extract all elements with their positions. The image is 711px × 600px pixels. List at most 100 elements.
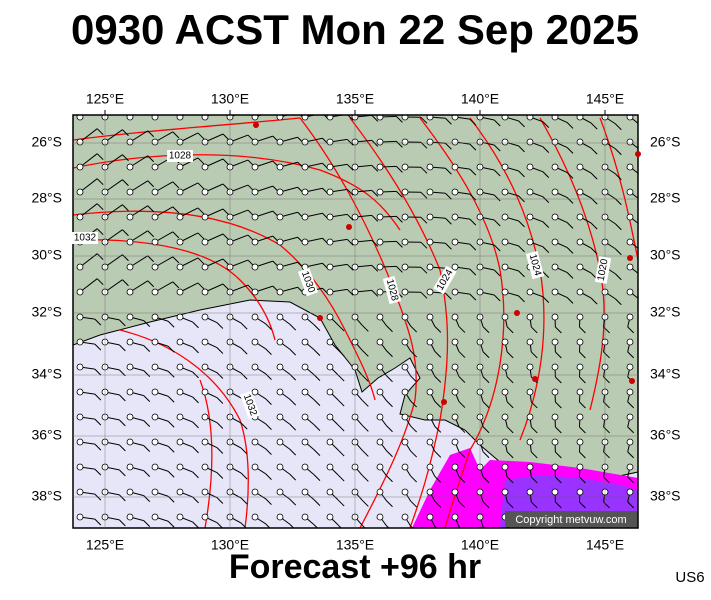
- barb-station: [576, 288, 584, 296]
- barb-flag: [482, 426, 490, 434]
- barb-flag: [143, 520, 151, 527]
- barb-flag: [469, 143, 477, 151]
- barb-flag: [445, 167, 452, 175]
- barb-flag: [222, 258, 230, 266]
- barb-station: [176, 138, 184, 146]
- barb-flag: [566, 297, 574, 304]
- barb-staff: [104, 254, 123, 268]
- barb-station: [551, 263, 559, 271]
- barb-station: [376, 238, 384, 246]
- barb-station: [151, 413, 159, 421]
- barb-flag: [172, 231, 180, 239]
- barb-flag: [614, 298, 622, 306]
- barb-flag: [167, 370, 175, 378]
- code: US6: [675, 569, 704, 586]
- barb-station: [526, 488, 534, 496]
- barb-flag: [614, 273, 622, 281]
- barb-flag: [361, 450, 369, 457]
- barb-flag: [579, 501, 586, 509]
- barb-station: [376, 213, 384, 221]
- barb-station: [251, 463, 259, 471]
- barb-staff: [154, 206, 174, 218]
- barb-flag: [458, 326, 466, 333]
- barb-flag: [147, 230, 155, 238]
- barb-flag: [518, 120, 525, 128]
- barb-flag: [386, 525, 390, 528]
- barb-station: [301, 488, 309, 496]
- barb-flag: [94, 368, 102, 376]
- barb-staff: [129, 280, 148, 293]
- barb-flag: [614, 248, 622, 256]
- barb-flag: [566, 147, 574, 154]
- barb-station: [176, 338, 184, 346]
- barb-flag: [167, 445, 175, 453]
- barb-flag: [167, 470, 175, 478]
- barb-station: [151, 388, 159, 396]
- barb-station: [76, 338, 84, 346]
- barb-flag: [192, 521, 199, 528]
- barb-flag: [603, 451, 610, 459]
- barb-station: [151, 115, 159, 121]
- barb-flag: [445, 142, 452, 150]
- barb-flag: [469, 118, 477, 126]
- barb-flag: [458, 401, 466, 408]
- barb-station: [426, 338, 434, 346]
- barb-flag: [371, 139, 379, 147]
- barb-flag: [555, 451, 562, 459]
- barb-flag: [94, 518, 102, 526]
- barb-station: [551, 438, 559, 446]
- barb-station: [201, 513, 209, 521]
- barb-flag: [445, 217, 452, 225]
- barb-station: [151, 213, 159, 221]
- barb-station: [201, 115, 209, 121]
- barb-flag: [493, 244, 501, 252]
- barb-flag: [566, 197, 574, 204]
- barb-flag: [627, 426, 635, 434]
- barb-flag: [216, 322, 224, 329]
- barb-station: [526, 115, 534, 121]
- barb-flag: [506, 476, 514, 484]
- barb-flag: [590, 247, 598, 255]
- barb-staff: [104, 229, 123, 243]
- barb-flag: [555, 376, 562, 384]
- barb-station: [126, 115, 134, 121]
- barb-station: [151, 488, 159, 496]
- isobar-label-text: 1020: [596, 258, 611, 282]
- barb-station: [326, 288, 334, 296]
- barb-flag: [603, 376, 610, 384]
- barb-flag: [579, 451, 586, 459]
- barb-flag: [469, 168, 477, 176]
- barb-flag: [410, 500, 418, 508]
- barb-flag: [530, 401, 538, 409]
- barb-flag: [458, 501, 466, 508]
- barb-flag: [313, 374, 321, 381]
- copyright-box: [505, 511, 637, 527]
- barb-station: [326, 238, 334, 246]
- barb-station: [451, 488, 459, 496]
- barb-flag: [579, 351, 586, 359]
- barb-flag: [265, 423, 272, 430]
- barb-station: [501, 388, 509, 396]
- barb-station: [201, 388, 209, 396]
- barb-flag: [386, 500, 393, 508]
- barb-station: [426, 513, 434, 521]
- barb-station: [501, 213, 509, 221]
- isobar-label-text: 1028: [169, 151, 192, 162]
- barb-station: [501, 413, 509, 421]
- isobar-label-box: [239, 390, 261, 420]
- barb-station: [401, 263, 409, 271]
- barb-flag: [289, 423, 297, 431]
- barb-station: [276, 138, 284, 146]
- barb-station: [401, 313, 409, 321]
- barb-flag: [518, 220, 525, 228]
- barb-station: [301, 163, 309, 171]
- barb-station: [426, 388, 434, 396]
- barb-station: [576, 263, 584, 271]
- barb-flag: [265, 473, 272, 480]
- barb-flag: [147, 205, 155, 213]
- barb-flag: [313, 349, 321, 356]
- barb-flag: [337, 474, 345, 482]
- barb-flag: [469, 218, 477, 226]
- barb-station: [276, 413, 284, 421]
- city-dot: [346, 224, 352, 230]
